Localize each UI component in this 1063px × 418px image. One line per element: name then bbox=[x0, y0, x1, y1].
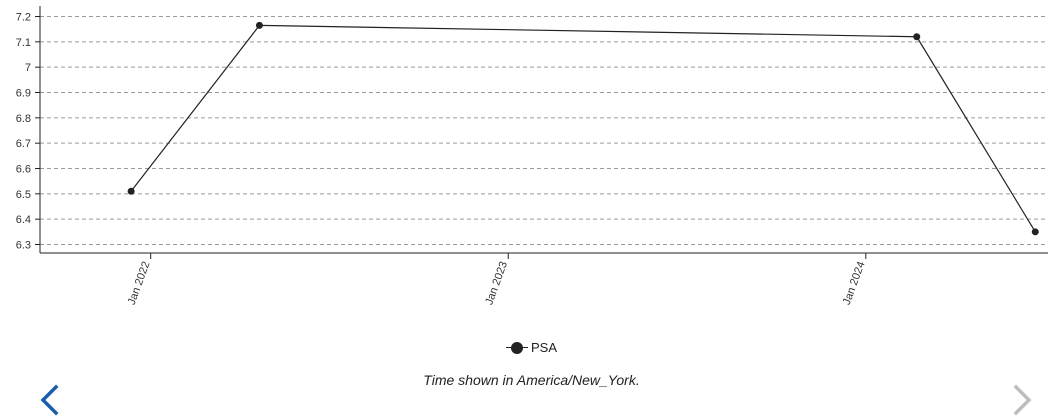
y-tick-label: 7.2 bbox=[16, 12, 31, 24]
x-tick-label: Jan 2023 bbox=[483, 260, 510, 307]
y-tick-label: 6.6 bbox=[16, 164, 31, 176]
timezone-note: Time shown in America/New_York. bbox=[423, 372, 640, 388]
legend-label: PSA bbox=[530, 340, 557, 355]
y-tick-label: 6.4 bbox=[16, 214, 31, 226]
y-tick-label: 6.8 bbox=[16, 113, 31, 125]
chevron-right-icon bbox=[1013, 384, 1032, 416]
y-tick-label: 6.3 bbox=[16, 240, 31, 252]
chart-legend[interactable]: PSA bbox=[0, 340, 1063, 355]
y-tick-label: 6.5 bbox=[16, 189, 31, 201]
data-point bbox=[1031, 228, 1039, 236]
legend-marker-icon bbox=[505, 341, 528, 354]
y-tick-label: 7 bbox=[25, 62, 31, 74]
previous-button[interactable] bbox=[36, 384, 66, 416]
next-button[interactable] bbox=[1008, 384, 1038, 416]
chevron-left-icon bbox=[40, 384, 59, 416]
line-chart: 6.3 6.4 6.5 6.6 6.7 6.8 6.9 7 7.1 7.2 Jan 2022 Jan … bbox=[16, 6, 1048, 307]
data-point bbox=[255, 21, 263, 29]
x-tick-label: Jan 2022 bbox=[126, 260, 153, 307]
y-tick-label: 6.9 bbox=[16, 88, 31, 100]
data-point bbox=[913, 33, 921, 41]
y-tick-label: 7.1 bbox=[16, 37, 31, 49]
series-line bbox=[130, 24, 1036, 233]
y-tick-label: 6.7 bbox=[16, 138, 31, 150]
data-point bbox=[127, 187, 135, 195]
x-tick-label: Jan 2024 bbox=[841, 260, 868, 307]
